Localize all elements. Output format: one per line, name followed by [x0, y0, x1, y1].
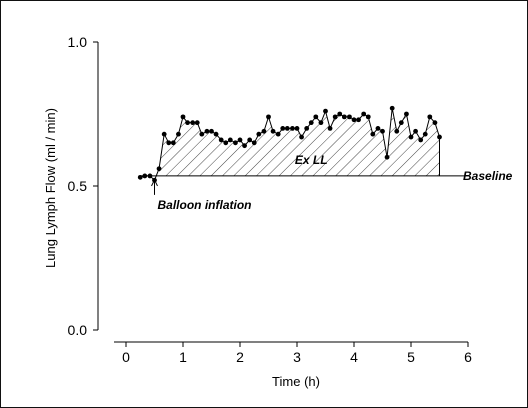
shaded-area — [159, 108, 440, 176]
data-point — [304, 126, 310, 131]
data-point — [185, 120, 190, 126]
data-point — [256, 131, 262, 137]
data-point — [275, 131, 281, 137]
series-line — [140, 108, 440, 182]
data-point — [427, 114, 433, 120]
x-tick-label: 0 — [122, 349, 130, 365]
data-point — [233, 140, 238, 146]
data-point — [394, 128, 400, 134]
data-point — [251, 140, 257, 146]
data-point — [223, 140, 229, 146]
data-point — [137, 174, 143, 180]
shaded-area-label: Ex LL — [295, 153, 328, 167]
data-point — [176, 131, 181, 137]
y-tick-label: 0.5 — [68, 178, 88, 194]
data-point — [247, 137, 253, 143]
data-point — [413, 128, 418, 134]
data-point — [384, 154, 390, 160]
data-point — [270, 128, 276, 134]
data-point — [280, 126, 286, 131]
data-point — [218, 137, 224, 143]
y-axis-title: Lung Lymph Flow (ml / min) — [43, 108, 58, 268]
y-tick-label: 1.0 — [68, 34, 88, 50]
x-tick-label: 6 — [464, 349, 472, 365]
data-point — [323, 108, 328, 114]
data-point — [261, 128, 267, 134]
data-point — [404, 111, 409, 117]
x-tick-label: 5 — [407, 349, 415, 365]
data-point — [408, 134, 414, 140]
data-point — [375, 126, 381, 131]
data-point — [284, 126, 290, 131]
data-point — [290, 126, 295, 131]
data-point — [365, 114, 371, 120]
data-point — [356, 117, 361, 123]
data-point — [432, 120, 438, 126]
data-point — [194, 120, 200, 126]
data-point — [180, 114, 186, 120]
balloon-arrow-head — [151, 178, 158, 187]
x-axis-title: Time (h) — [272, 374, 320, 389]
data-point — [437, 134, 442, 140]
x-tick-label: 2 — [236, 349, 244, 365]
data-point — [418, 137, 424, 143]
data-point — [332, 114, 338, 120]
data-point — [351, 117, 357, 123]
data-point — [308, 120, 314, 126]
data-point — [380, 128, 385, 134]
data-point — [327, 126, 333, 131]
data-point — [170, 140, 176, 146]
x-tick-label: 1 — [179, 349, 187, 365]
data-point — [147, 173, 153, 179]
data-point — [209, 128, 214, 134]
x-tick-label: 3 — [293, 349, 301, 365]
data-point — [389, 105, 395, 111]
data-point — [422, 131, 428, 137]
data-point — [199, 131, 205, 137]
annotation-balloon-inflation: Balloon inflation — [158, 198, 252, 212]
data-point — [204, 128, 210, 134]
data-point — [294, 126, 300, 131]
data-point — [166, 140, 172, 146]
data-point — [190, 120, 196, 126]
data-point — [142, 173, 148, 179]
x-tick-label: 4 — [350, 349, 358, 365]
data-point — [213, 131, 219, 137]
data-point — [227, 137, 233, 143]
data-point — [313, 114, 319, 120]
data-point — [299, 134, 304, 140]
data-point — [361, 111, 367, 117]
data-point — [161, 131, 167, 137]
data-point — [242, 143, 247, 149]
data-point — [370, 131, 376, 137]
data-point — [398, 120, 404, 126]
data-point — [266, 114, 271, 120]
data-point — [318, 120, 324, 126]
annotation-baseline: Baseline — [463, 169, 513, 183]
data-point — [347, 114, 352, 120]
data-point — [156, 166, 162, 172]
data-point — [341, 114, 347, 120]
y-tick-label: 0.0 — [68, 322, 88, 338]
data-point — [337, 111, 343, 117]
data-point — [237, 137, 243, 143]
